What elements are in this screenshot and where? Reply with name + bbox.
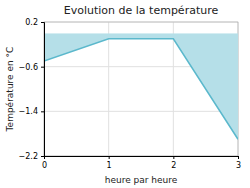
grid-line-x: [108, 22, 109, 156]
x-tick-label: 0: [42, 161, 47, 170]
x-tick: 1: [107, 156, 112, 170]
plot-frame: [44, 22, 238, 156]
x-tick-mark: [173, 156, 174, 159]
plot-area: 0 1 2 3 0.2 −0.6 −1.4 −2.2: [19, 18, 241, 170]
x-tick-mark: [238, 156, 239, 159]
x-tick: 3: [236, 156, 241, 170]
chart-title: Evolution de la température: [64, 4, 219, 17]
chart-container: 0 1 2 3 0.2 −0.6 −1.4 −2.2 Evolution de la tempé…: [0, 0, 250, 188]
y-tick-label: 0.2: [25, 18, 38, 27]
x-tick: 2: [171, 156, 176, 170]
x-tick-label: 3: [236, 161, 241, 170]
y-tick-mark: [41, 156, 44, 157]
x-tick-mark: [109, 156, 110, 159]
y-tick: −0.6: [19, 63, 44, 72]
grid: [44, 22, 238, 156]
y-tick-label: −2.2: [19, 152, 38, 161]
area-fill: [44, 33, 238, 139]
y-axis-title: Température en °C: [5, 47, 15, 133]
y-tick-mark: [41, 111, 44, 112]
axis-line: [45, 157, 239, 160]
marks: [44, 33, 238, 139]
y-tick-label: −1.4: [19, 107, 38, 116]
x-tick-label: 1: [107, 161, 112, 170]
chart-svg: 0 1 2 3 0.2 −0.6 −1.4 −2.2 Evolution de la tempé…: [0, 0, 250, 188]
y-axis: 0.2 −0.6 −1.4 −2.2: [19, 18, 45, 161]
y-tick: 0.2: [25, 18, 44, 27]
y-tick-mark: [41, 67, 44, 68]
axis-line: [41, 23, 45, 157]
y-tick-label: −0.6: [19, 63, 38, 72]
line: [44, 39, 238, 140]
fill-group: [44, 33, 238, 139]
x-axis: 0 1 2 3: [42, 156, 241, 170]
y-tick: −1.4: [19, 107, 44, 116]
y-tick: −2.2: [19, 152, 44, 161]
x-tick-label: 2: [171, 161, 176, 170]
grid-line-x: [173, 22, 174, 156]
x-tick: 0: [42, 156, 47, 170]
grid-line-y: [44, 111, 238, 112]
x-axis-title: heure par heure: [105, 175, 178, 185]
y-tick-mark: [41, 22, 44, 23]
